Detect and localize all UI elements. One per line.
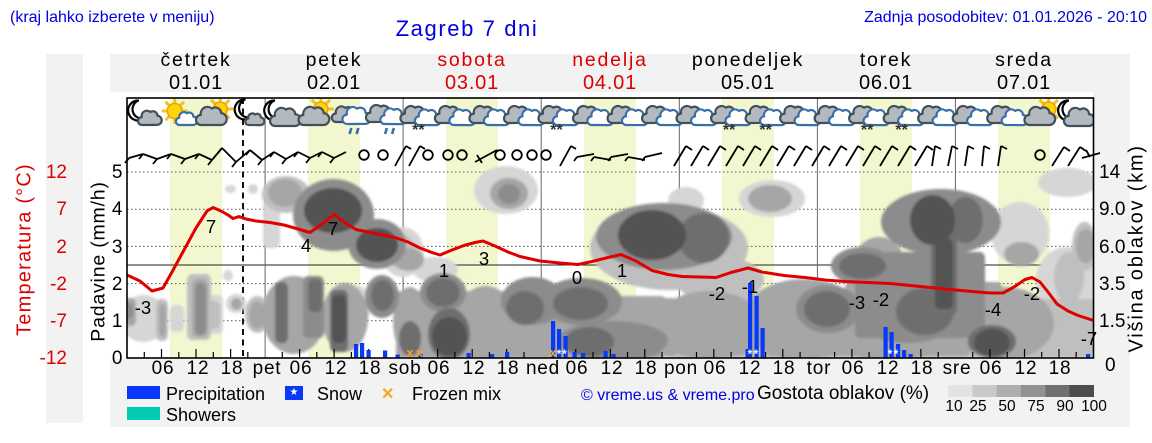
svg-text:-3: -3 <box>135 297 151 318</box>
svg-text:x: x <box>406 345 414 360</box>
svg-text:*: * <box>888 347 893 361</box>
svg-text:3: 3 <box>479 248 489 269</box>
svg-text:**: ** <box>412 122 425 139</box>
svg-text:**: ** <box>759 122 772 139</box>
svg-text:x: x <box>416 345 424 360</box>
svg-text:*: * <box>748 347 753 361</box>
svg-text:**: ** <box>895 122 908 139</box>
svg-text:*: * <box>557 347 562 361</box>
svg-text:**: ** <box>550 122 563 139</box>
svg-text:-2: -2 <box>709 283 725 304</box>
svg-text:1: 1 <box>617 260 627 281</box>
svg-text:*: * <box>754 347 759 361</box>
svg-text:1: 1 <box>439 260 449 281</box>
svg-text:-2: -2 <box>873 289 889 310</box>
svg-text:-2: -2 <box>1024 283 1040 304</box>
svg-text:-3: -3 <box>849 292 865 313</box>
svg-text:-1: -1 <box>742 276 758 297</box>
svg-text:**: ** <box>861 122 874 139</box>
svg-text:-4: -4 <box>985 299 1001 320</box>
svg-text:4: 4 <box>301 235 311 256</box>
svg-text:-7: -7 <box>1081 328 1097 349</box>
svg-text:*: * <box>894 347 899 361</box>
svg-text:x: x <box>549 345 557 360</box>
svg-text:*: * <box>562 347 567 361</box>
svg-text:**: ** <box>723 122 736 139</box>
svg-text:0: 0 <box>572 267 582 288</box>
svg-text:7: 7 <box>206 216 216 237</box>
svg-text:7: 7 <box>328 218 338 239</box>
